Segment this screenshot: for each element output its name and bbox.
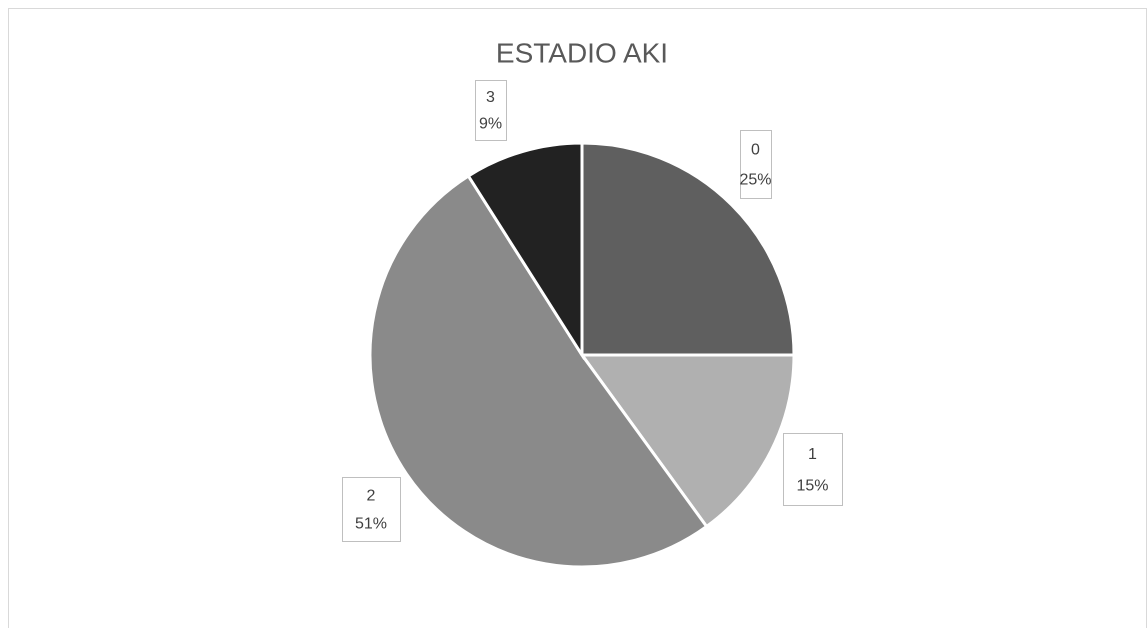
data-label-box [342, 477, 401, 542]
data-label-box [783, 433, 843, 506]
chart-title: ESTADIO AKI [496, 37, 668, 68]
pie-slice [580, 141, 796, 357]
data-label-value: 15% [796, 477, 828, 494]
data-label-value: 51% [355, 516, 387, 533]
data-label-box [740, 130, 772, 199]
data-label-category: 1 [808, 446, 817, 463]
pie-slice [466, 141, 584, 361]
data-label-category: 2 [367, 487, 376, 504]
data-label-category: 0 [751, 142, 760, 159]
data-label-category: 3 [486, 89, 495, 106]
data-label-value: 25% [739, 172, 771, 189]
data-label-box [475, 80, 507, 141]
pie-slice [579, 353, 796, 529]
pie-slice [368, 173, 709, 569]
data-label-value: 9% [479, 116, 502, 133]
